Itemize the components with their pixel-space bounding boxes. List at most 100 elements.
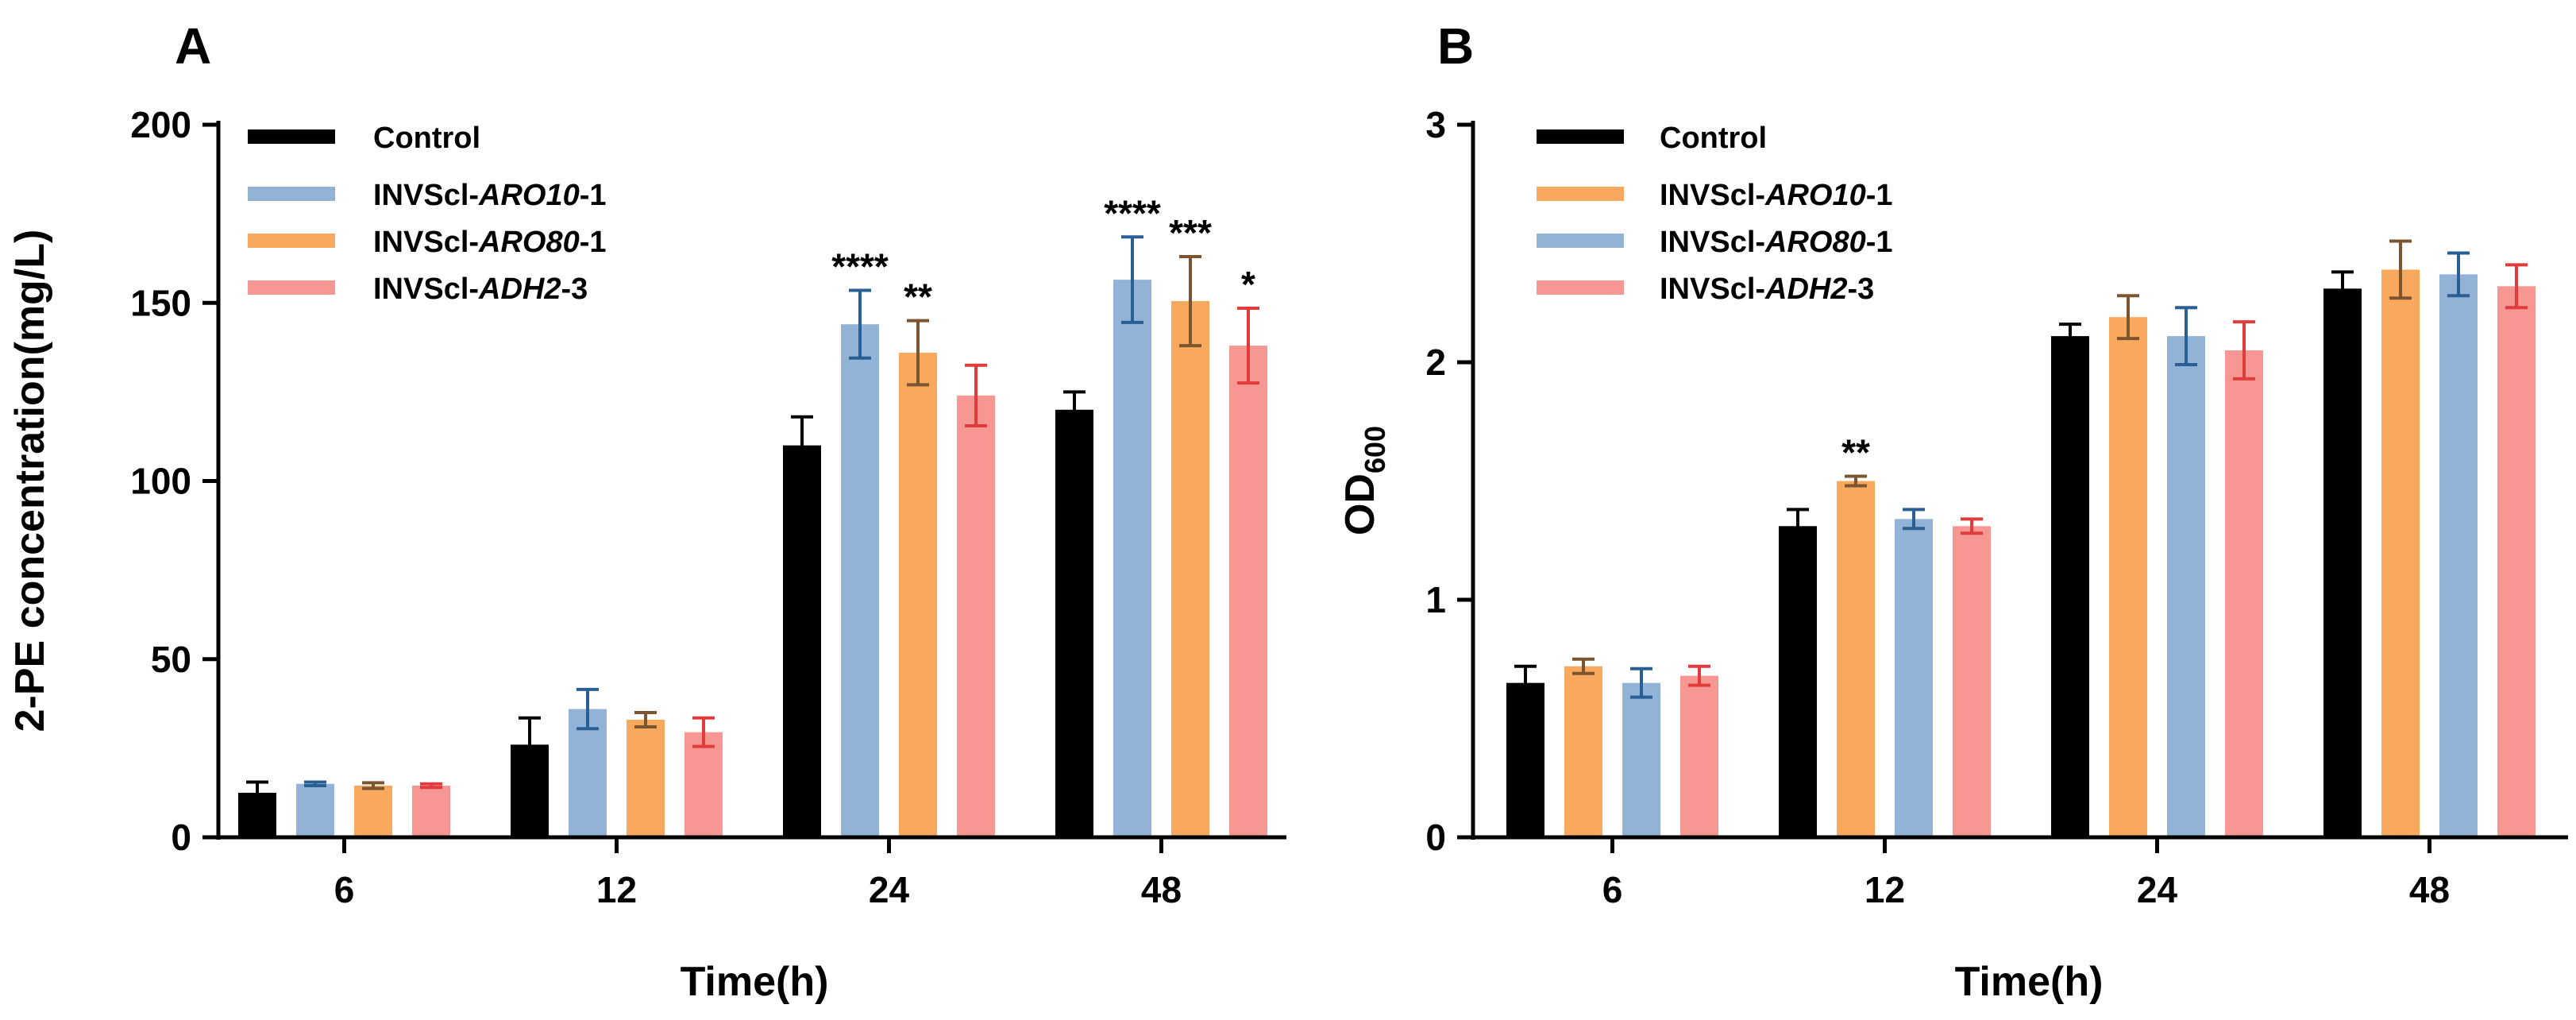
error-bar-48h-series-4 — [1237, 306, 1259, 385]
legend-swatch-series-4 — [248, 280, 335, 295]
error-bar-24h-series-4 — [965, 363, 987, 427]
y-tick-label-50: 50 — [151, 639, 191, 680]
panel-a-label: A — [175, 17, 211, 75]
legend-label-series-3: INVScl-ARO80-1 — [373, 226, 607, 259]
error-bar-48h-series-2 — [1121, 235, 1143, 324]
panel-b-label: B — [1437, 17, 1474, 75]
y-tick-label-0: 0 — [1425, 817, 1446, 858]
error-bar-6h-series-3 — [362, 781, 384, 790]
legend-swatch-series-2 — [248, 187, 335, 201]
legend-label-series-4: INVScl-ADH2-3 — [1660, 272, 1874, 306]
significance-48h-series-2: **** — [1104, 192, 1161, 234]
y-tick-label-0: 0 — [171, 817, 191, 858]
error-bar-24h-series-3 — [907, 319, 929, 387]
error-bar-24h-series-1 — [2059, 323, 2081, 350]
x-tick-label-12: 12 — [596, 869, 637, 910]
legend-label-series-2: INVScl-ARO10-1 — [373, 179, 607, 212]
bar-12h-series-1 — [1779, 526, 1817, 837]
legend-label-series-2: INVScl-ARO10-1 — [1660, 179, 1893, 212]
error-bar-12h-series-1 — [519, 716, 541, 774]
legend-label-series-4: INVScl-ADH2-3 — [373, 272, 588, 306]
error-bar-24h-series-2 — [2117, 294, 2139, 341]
bar-6h-series-3 — [1622, 682, 1660, 837]
bar-12h-series-2 — [569, 709, 607, 837]
bar-6h-series-2 — [296, 783, 334, 837]
y-axis-title: 2-PE concentration(mg/L) — [7, 230, 53, 732]
legend-swatch-series-3 — [248, 234, 335, 248]
y-axis-title: OD600 — [1337, 426, 1391, 535]
significance-24h-series-3: ** — [904, 276, 932, 318]
error-bar-24h-series-1 — [791, 415, 813, 476]
legend-label-series-1: Control — [1660, 122, 1767, 155]
error-bar-48h-series-4 — [2505, 263, 2528, 310]
error-bar-6h-series-3 — [1630, 666, 1652, 699]
error-bar-6h-series-1 — [246, 780, 268, 806]
bar-12h-series-2 — [1837, 481, 1875, 837]
x-tick-label-6: 6 — [334, 869, 355, 910]
legend-label-series-3: INVScl-ARO80-1 — [1660, 226, 1893, 259]
bar-24h-series-1 — [783, 445, 821, 837]
y-tick-label-2: 2 — [1425, 342, 1446, 383]
bar-48h-series-4 — [1229, 346, 1267, 837]
error-bar-12h-series-3 — [1903, 508, 1925, 531]
bar-48h-series-4 — [2497, 286, 2536, 837]
bar-24h-series-3 — [899, 353, 937, 837]
error-bar-12h-series-4 — [1961, 517, 1983, 535]
x-tick-label-6: 6 — [1602, 869, 1623, 910]
error-bar-12h-series-2 — [577, 687, 599, 731]
bar-6h-series-2 — [1564, 666, 1602, 837]
error-bar-48h-series-3 — [1179, 254, 1201, 348]
bar-48h-series-2 — [2381, 269, 2420, 837]
x-tick-label-24: 24 — [869, 869, 910, 910]
error-bar-48h-series-1 — [1063, 390, 1086, 430]
bar-24h-series-2 — [2109, 317, 2147, 837]
error-bar-24h-series-2 — [849, 288, 871, 360]
bar-6h-series-3 — [354, 785, 392, 837]
bar-12h-series-4 — [684, 732, 723, 837]
y-tick-label-100: 100 — [130, 461, 191, 502]
bar-48h-series-3 — [1171, 301, 1209, 837]
bar-24h-series-4 — [957, 395, 995, 837]
error-bar-48h-series-1 — [2331, 270, 2354, 307]
error-bar-48h-series-3 — [2447, 251, 2470, 298]
x-tick-label-24: 24 — [2137, 869, 2178, 910]
x-axis-title: Time(h) — [1955, 959, 2104, 1005]
bar-24h-series-1 — [2051, 336, 2089, 837]
error-bar-24h-series-4 — [2233, 320, 2255, 381]
error-bar-6h-series-1 — [1514, 664, 1537, 701]
legend-label-series-1: Control — [373, 122, 480, 155]
significance-12h-series-2: ** — [1841, 432, 1870, 473]
x-axis-title: Time(h) — [681, 959, 829, 1005]
significance-48h-series-4: * — [1241, 264, 1255, 305]
error-bar-12h-series-3 — [634, 711, 657, 728]
bar-12h-series-3 — [1895, 519, 1933, 837]
error-bar-12h-series-4 — [692, 716, 715, 748]
significance-24h-series-2: **** — [831, 246, 889, 288]
bar-24h-series-4 — [2225, 350, 2263, 837]
error-bar-24h-series-3 — [2175, 306, 2197, 366]
x-tick-label-48: 48 — [2409, 869, 2450, 910]
legend-swatch-series-1 — [248, 129, 335, 144]
error-bar-6h-series-4 — [420, 782, 442, 790]
bar-6h-series-1 — [1506, 682, 1544, 837]
bar-12h-series-4 — [1953, 526, 1991, 837]
error-bar-12h-series-1 — [1787, 508, 1809, 545]
bar-24h-series-3 — [2167, 336, 2205, 837]
error-bar-6h-series-2 — [1572, 657, 1595, 675]
bar-48h-series-1 — [1055, 409, 1093, 837]
bar-48h-series-3 — [2439, 274, 2478, 837]
x-tick-label-48: 48 — [1141, 869, 1182, 910]
y-tick-label-200: 200 — [130, 104, 191, 145]
bar-24h-series-2 — [841, 324, 879, 837]
error-bar-48h-series-2 — [2389, 239, 2412, 300]
error-bar-6h-series-2 — [304, 780, 326, 787]
significance-48h-series-3: *** — [1169, 212, 1212, 253]
legend-swatch-series-3 — [1537, 234, 1624, 248]
legend-swatch-series-1 — [1537, 129, 1624, 144]
y-tick-label-1: 1 — [1425, 579, 1446, 620]
legend-swatch-series-2 — [1537, 187, 1624, 201]
legend-swatch-series-4 — [1537, 280, 1624, 295]
